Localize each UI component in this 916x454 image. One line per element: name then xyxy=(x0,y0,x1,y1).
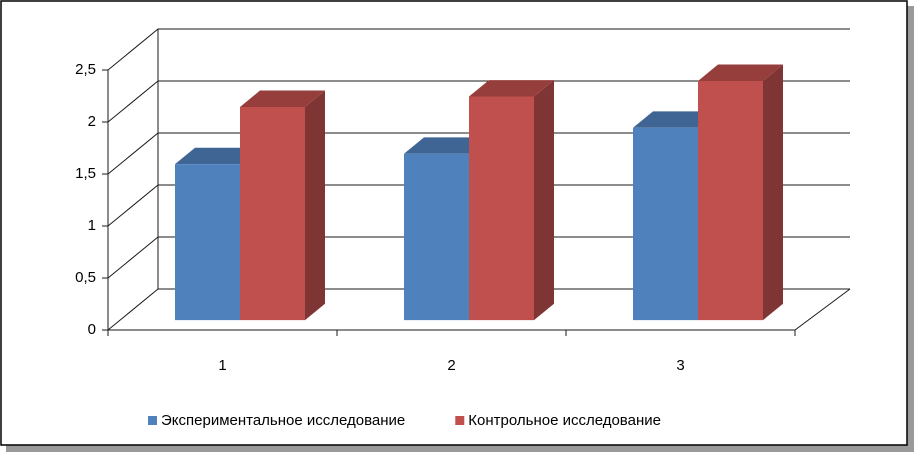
bar-top xyxy=(698,64,783,81)
y-tick-label: 1 xyxy=(88,217,96,234)
bar xyxy=(404,153,469,321)
bar xyxy=(240,106,305,321)
bar-top xyxy=(175,147,260,165)
bar-top xyxy=(404,137,489,154)
bar-side xyxy=(763,64,783,321)
bar-side xyxy=(305,90,325,321)
bar-top xyxy=(469,80,554,97)
y-tick-label: 0,5 xyxy=(75,269,96,286)
y-tick-label: 2 xyxy=(88,113,96,130)
y-tick-label: 1,5 xyxy=(75,165,96,182)
legend-swatch xyxy=(148,416,157,425)
bar xyxy=(633,127,698,321)
y-tick-label: 2,5 xyxy=(75,61,96,78)
bar xyxy=(175,164,240,321)
y-tick-label: 0 xyxy=(88,321,96,338)
x-tick-label: 1 xyxy=(218,357,226,374)
bar-side xyxy=(534,80,554,321)
legend-label: Контрольное исследование xyxy=(468,412,661,429)
bar-top xyxy=(633,111,718,128)
legend-swatch xyxy=(455,416,465,425)
x-tick-label: 2 xyxy=(447,357,455,374)
bar xyxy=(469,96,534,321)
legend-label: Экспериментальное исследование xyxy=(161,412,405,429)
bar xyxy=(698,80,763,321)
bar-top xyxy=(240,90,325,107)
x-tick-label: 3 xyxy=(676,357,684,374)
